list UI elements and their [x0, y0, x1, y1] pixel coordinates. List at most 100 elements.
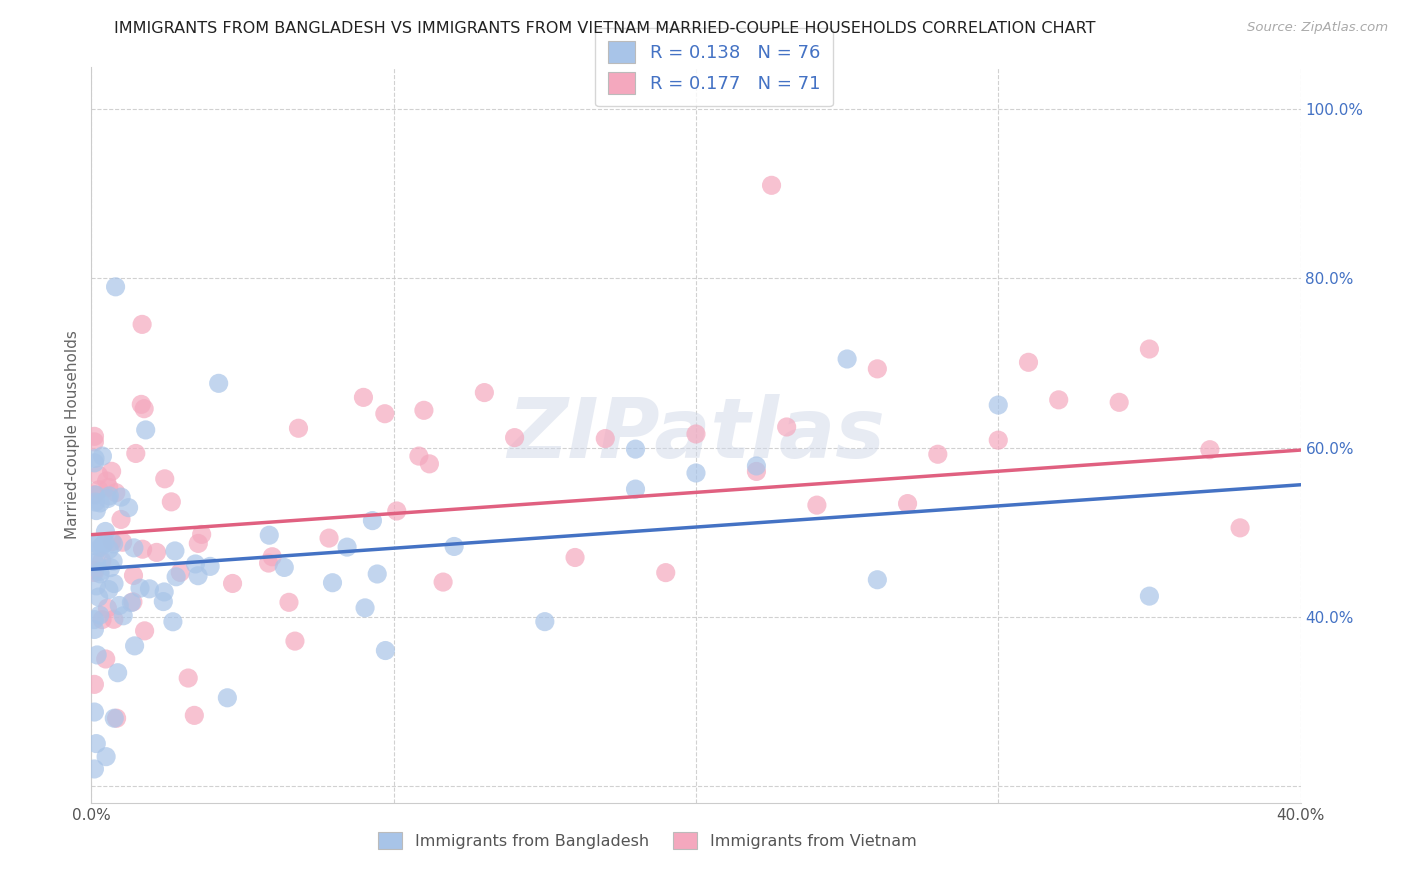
Point [366, 566, 388, 581]
Point [321, 575, 343, 590]
Point [385, 504, 408, 518]
Point [533, 615, 555, 629]
Point [503, 431, 526, 445]
Point [110, 490, 132, 504]
Point [169, 566, 191, 580]
Point [418, 457, 440, 471]
Point [90, 554, 112, 568]
Point [443, 540, 465, 554]
Point [134, 624, 156, 638]
Point [83, 613, 105, 627]
Point [354, 600, 377, 615]
Point [83, 456, 105, 470]
Point [105, 711, 128, 725]
Point [97, 582, 120, 597]
Text: IMMIGRANTS FROM BANGLADESH VS IMMIGRANTS FROM VIETNAM MARRIED-COUPLE HOUSEHOLDS : IMMIGRANTS FROM BANGLADESH VS IMMIGRANTS… [114, 21, 1095, 36]
Point [134, 401, 156, 416]
Point [89, 608, 111, 623]
Point [94, 652, 117, 666]
Point [835, 351, 858, 366]
Point [83, 539, 105, 553]
Point [91, 538, 114, 552]
Point [987, 398, 1010, 412]
Point [83, 563, 105, 577]
Point [100, 464, 122, 478]
Point [87, 483, 110, 497]
Point [91, 449, 114, 463]
Point [125, 446, 148, 460]
Point [117, 500, 139, 515]
Point [84, 737, 107, 751]
Point [1198, 442, 1220, 457]
Point [187, 568, 209, 582]
Point [83, 705, 105, 719]
Point [103, 576, 125, 591]
Point [87, 590, 110, 604]
Point [101, 554, 124, 568]
Point [472, 385, 495, 400]
Point [129, 581, 152, 595]
Point [84, 503, 107, 517]
Point [91, 613, 114, 627]
Point [89, 565, 111, 579]
Point [124, 639, 146, 653]
Point [413, 403, 436, 417]
Point [1108, 395, 1130, 409]
Point [184, 557, 207, 571]
Point [221, 576, 243, 591]
Point [190, 527, 212, 541]
Point [112, 608, 135, 623]
Point [83, 762, 105, 776]
Point [183, 708, 205, 723]
Point [278, 595, 301, 609]
Point [564, 550, 586, 565]
Point [103, 537, 125, 551]
Point [163, 544, 186, 558]
Point [103, 711, 125, 725]
Point [745, 458, 768, 473]
Point [83, 434, 105, 449]
Point [987, 433, 1010, 447]
Point [208, 376, 231, 391]
Point [131, 542, 153, 557]
Point [284, 634, 307, 648]
Point [1018, 355, 1040, 369]
Point [87, 468, 110, 483]
Point [84, 495, 107, 509]
Point [101, 534, 124, 549]
Point [162, 615, 184, 629]
Point [761, 178, 783, 193]
Point [86, 648, 108, 662]
Point [624, 442, 647, 456]
Point [685, 427, 707, 442]
Point [120, 596, 142, 610]
Point [89, 566, 111, 581]
Point [432, 575, 454, 590]
Point [745, 465, 768, 479]
Point [84, 451, 107, 466]
Point [145, 545, 167, 559]
Point [86, 556, 108, 570]
Point [361, 514, 384, 528]
Point [83, 566, 105, 580]
Text: Source: ZipAtlas.com: Source: ZipAtlas.com [1247, 21, 1388, 34]
Point [94, 535, 117, 549]
Point [104, 485, 127, 500]
Point [84, 536, 107, 550]
Point [111, 535, 134, 549]
Point [595, 432, 617, 446]
Point [776, 420, 799, 434]
Point [108, 599, 131, 613]
Point [86, 579, 108, 593]
Point [1229, 521, 1251, 535]
Point [1139, 342, 1161, 356]
Point [89, 496, 111, 510]
Point [83, 677, 105, 691]
Point [217, 690, 239, 705]
Point [122, 541, 145, 555]
Point [927, 447, 949, 461]
Point [153, 472, 176, 486]
Point [165, 570, 187, 584]
Point [107, 665, 129, 680]
Point [198, 559, 221, 574]
